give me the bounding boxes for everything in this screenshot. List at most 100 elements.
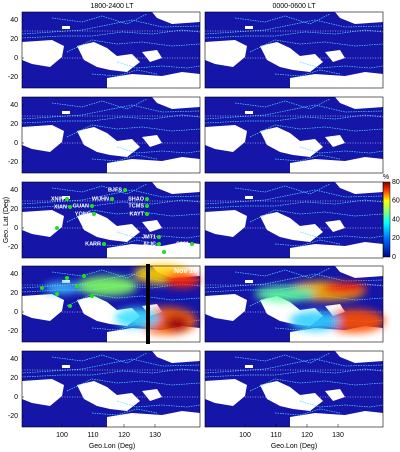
y-tick-label: 20 <box>10 121 18 128</box>
y-tick-label: 20 <box>10 290 18 297</box>
station-label: NTUS <box>39 225 54 231</box>
station-label: GUAN <box>73 203 89 209</box>
x-tick-label: 120 <box>301 432 313 439</box>
station-dot <box>75 284 79 288</box>
map-panel: Nov 07 <box>21 11 201 89</box>
station-dot <box>55 292 59 296</box>
x-tick-label: 120 <box>118 432 130 439</box>
enhancement-blob <box>323 282 367 294</box>
map-panel: Nov 10 <box>21 264 201 344</box>
panel-frame <box>21 181 201 259</box>
enhancement <box>255 281 385 333</box>
station-label: SHAO <box>128 196 145 202</box>
station-dot <box>157 242 161 246</box>
station-dot <box>123 188 127 192</box>
station-label: BJFS <box>108 187 122 193</box>
panel-frame <box>204 265 384 343</box>
panel-label: Nov 08 <box>174 99 197 106</box>
x-tick-label: 100 <box>239 432 251 439</box>
station-dot <box>145 204 149 208</box>
map <box>205 12 383 88</box>
colorbar <box>382 181 391 258</box>
panel-label: Nov 07 <box>174 14 197 21</box>
station-dot <box>145 197 149 201</box>
panel-label: Nov 09 <box>357 184 380 191</box>
enhancement-blob <box>44 282 80 294</box>
station-dot <box>157 235 161 239</box>
station-label: TCMS <box>128 203 144 209</box>
x-axis-label: Geo.Lon (Deg) <box>89 443 135 450</box>
enhancement-blob <box>255 286 315 302</box>
station-label: JMT1 <box>142 234 156 240</box>
y-tick-label: 0 <box>14 309 18 316</box>
station-label: CEDU <box>145 249 161 255</box>
panel-label: Nov 09 <box>174 184 197 191</box>
y-tick-label: -20 <box>8 244 18 251</box>
panel-frame <box>21 96 201 174</box>
panel-label: Nov 08 <box>357 99 380 106</box>
y-axis-label: Geo. Lat (Deg) <box>3 197 10 243</box>
station-dot <box>90 204 94 208</box>
station-label: KAYT <box>130 211 145 217</box>
station-dot <box>55 226 59 230</box>
colorbar-tick-label: 20 <box>392 235 400 242</box>
y-tick-label: 40 <box>10 102 18 109</box>
colorbar-tick-label: 80 <box>392 179 400 186</box>
station-dot <box>190 242 194 246</box>
map-panel: Nov 08 <box>21 96 201 174</box>
station-dot <box>162 250 166 254</box>
station-dot <box>102 242 106 246</box>
time-marker <box>146 264 150 344</box>
y-tick-label: 0 <box>14 225 18 232</box>
panel-frame <box>21 11 201 89</box>
map-panel: Nov 10 <box>204 265 385 343</box>
colorbar-tick-label: 40 <box>392 216 400 223</box>
station-dot <box>90 294 94 298</box>
panel-frame <box>21 265 201 343</box>
map <box>22 97 200 173</box>
y-tick-label: 20 <box>10 36 18 43</box>
y-tick-label: 20 <box>10 375 18 382</box>
map-panel: Nov 08 <box>204 96 384 174</box>
panel-frame <box>204 350 384 428</box>
station-dot <box>68 205 72 209</box>
panel-label: Nov 10 <box>174 268 197 275</box>
station-label: ALIC <box>143 241 156 247</box>
y-tick-label: 0 <box>14 394 18 401</box>
x-tick-label: 130 <box>332 432 344 439</box>
station-label: WUHN <box>92 196 109 202</box>
map <box>22 351 200 427</box>
x-tick-label: 110 <box>270 432 281 439</box>
y-tick-label: -20 <box>8 74 18 81</box>
colorbar-unit: % <box>383 174 389 181</box>
panel-frame <box>204 11 384 89</box>
x-axis-label: Geo.Lon (Deg) <box>271 443 317 450</box>
column-title: 1800-2400 LT <box>90 3 134 10</box>
map-panel: Nov 09 <box>204 181 384 259</box>
station-dot <box>40 286 44 290</box>
station-dot <box>145 212 149 216</box>
y-tick-label: 0 <box>14 55 18 62</box>
station-label: XNIN <box>51 196 64 202</box>
enhancement-blob <box>290 311 340 331</box>
x-tick-label: 100 <box>56 432 68 439</box>
station-dot <box>68 304 72 308</box>
enhancement-blob <box>164 272 200 288</box>
station-dot <box>65 276 69 280</box>
station-label: XIAN <box>54 204 67 210</box>
x-tick-label: 110 <box>87 432 98 439</box>
station-label: S021 <box>176 241 189 247</box>
column-title: 0000-0600 LT <box>272 3 316 10</box>
panel-frame <box>204 96 384 174</box>
y-tick-label: -20 <box>8 328 18 335</box>
map <box>205 351 383 427</box>
map <box>205 182 383 258</box>
colorbar-tick-label: 0 <box>392 254 396 261</box>
y-tick-label: -20 <box>8 159 18 166</box>
y-tick-label: 20 <box>10 206 18 213</box>
map <box>22 12 200 88</box>
station-dot <box>65 197 69 201</box>
panel-frame <box>21 350 201 428</box>
panel-label: Nov 11 <box>174 353 197 360</box>
